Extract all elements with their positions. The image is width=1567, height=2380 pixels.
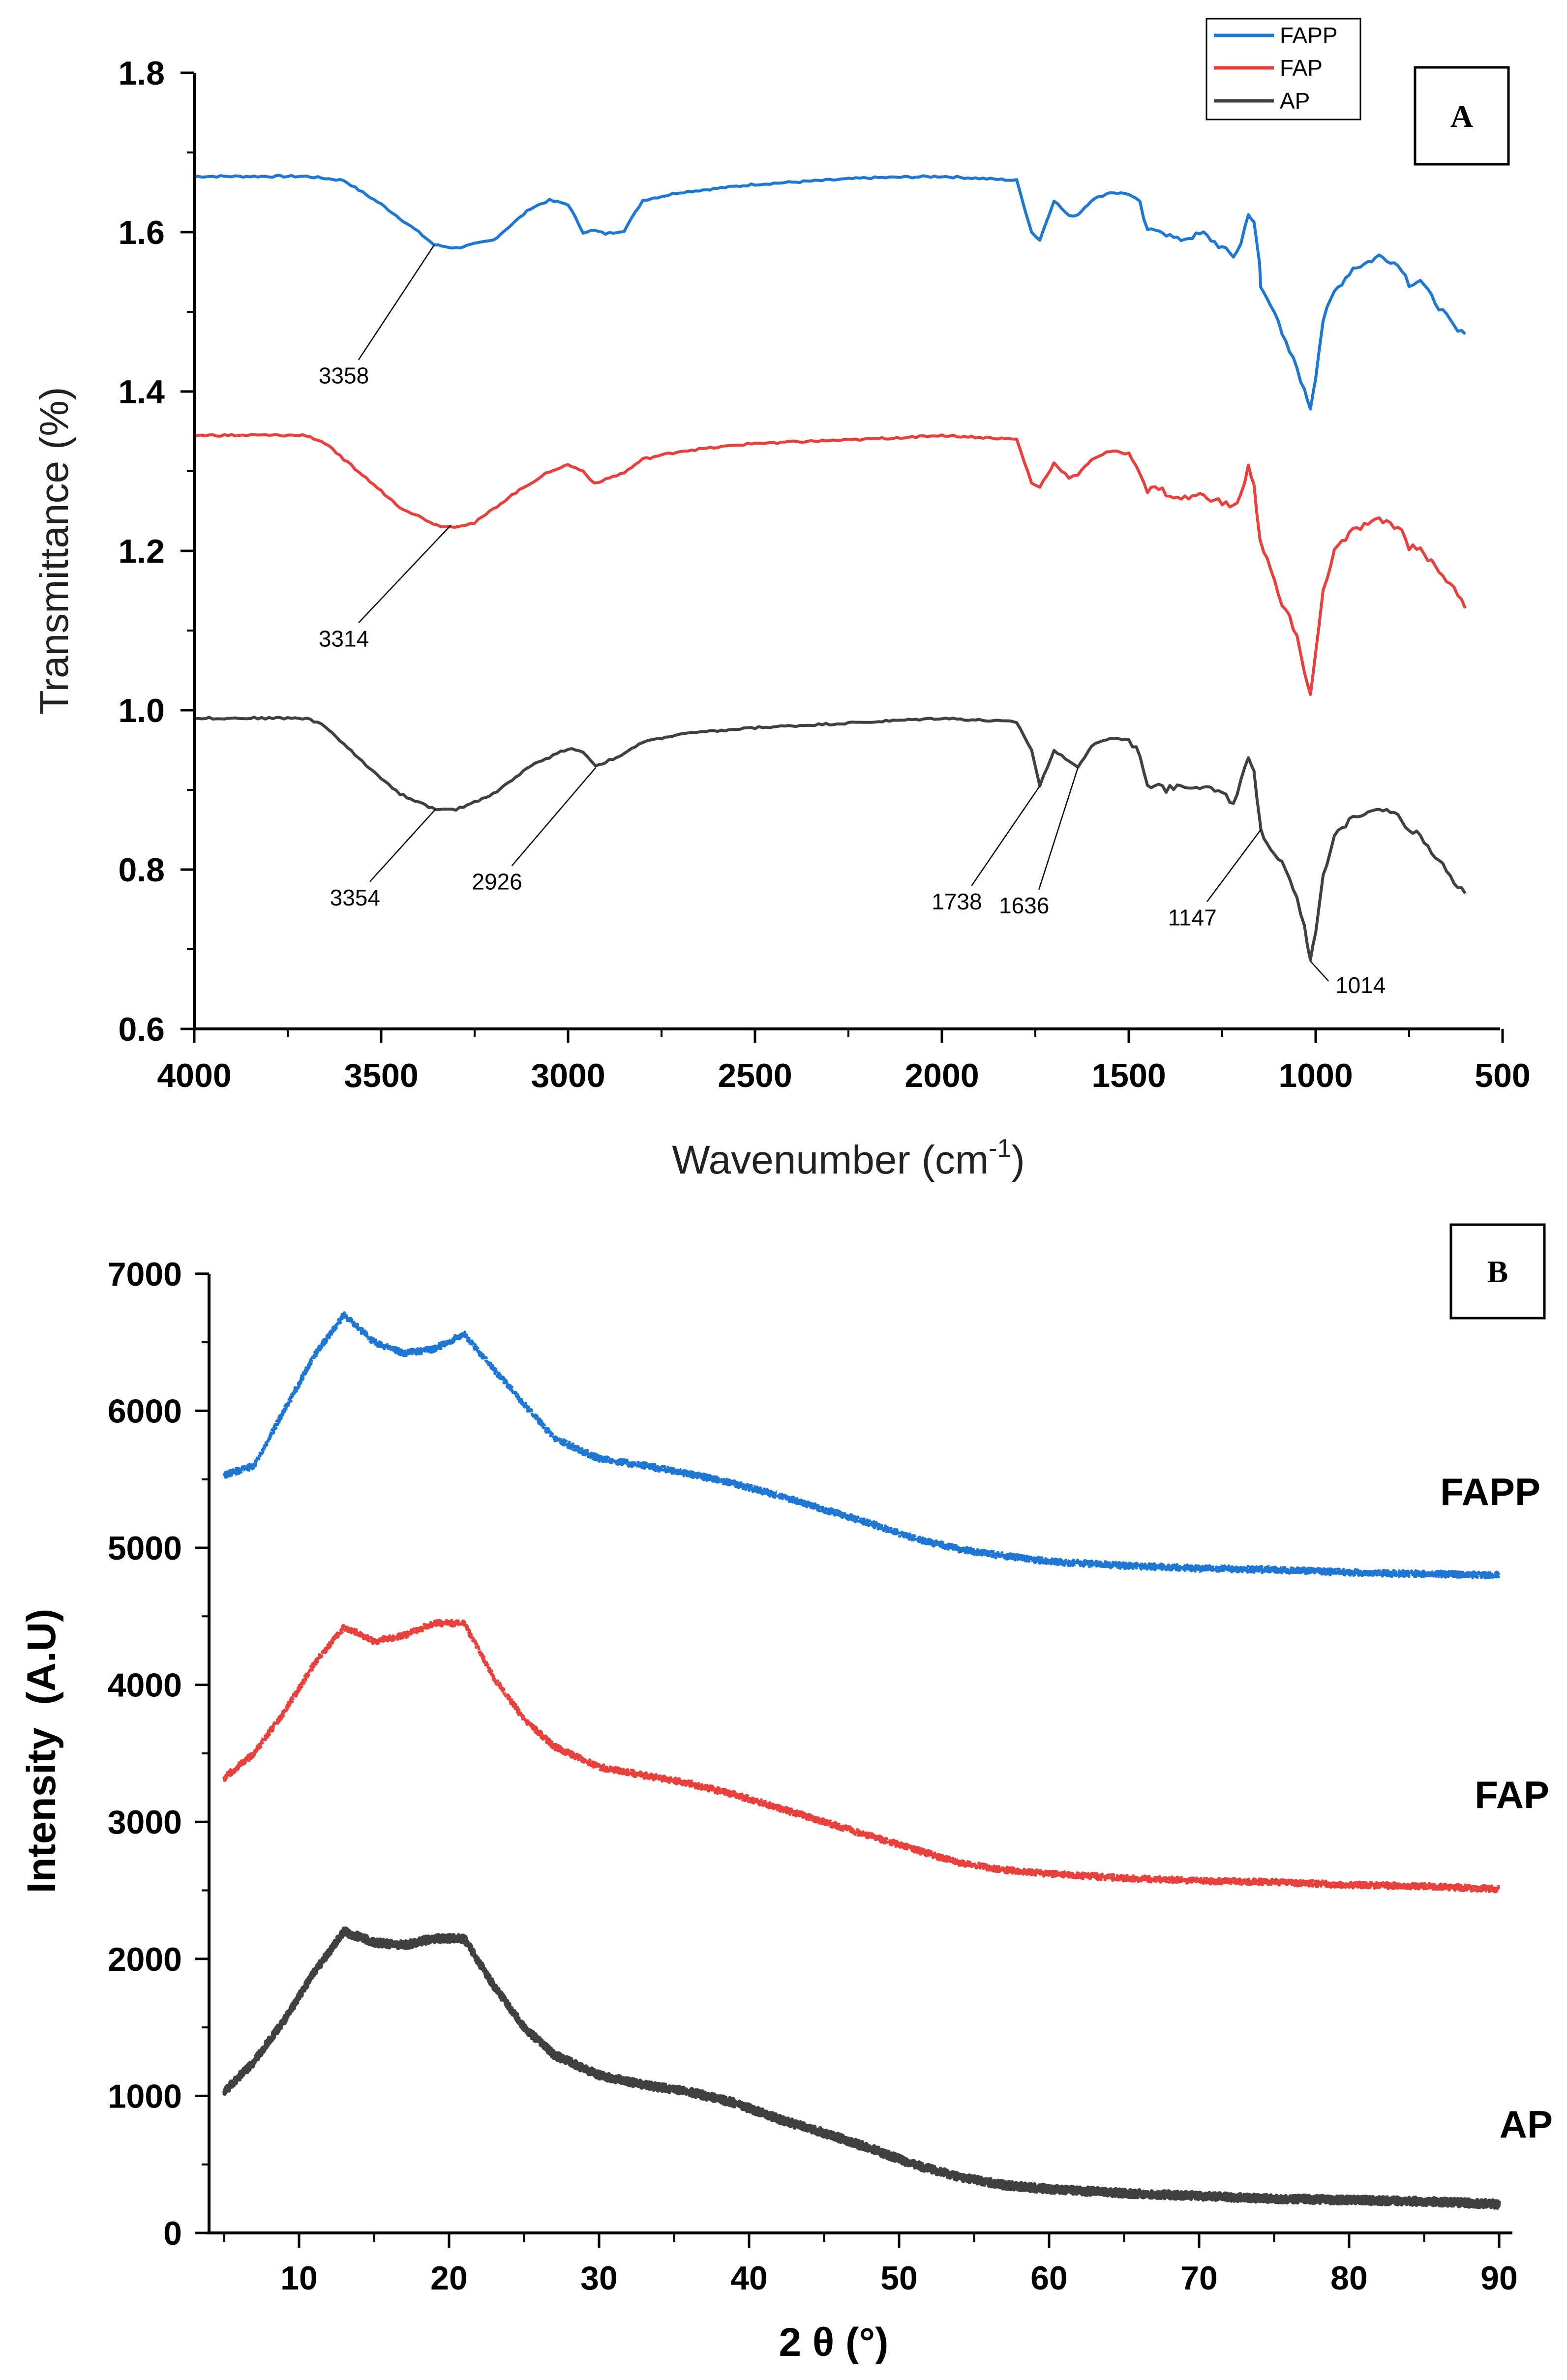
series-line-ap — [194, 716, 1467, 962]
legend-label-ap: AP — [1280, 88, 1310, 114]
panel-a-series-group — [194, 174, 1467, 962]
series-label-fapp: FAPP — [1440, 1470, 1540, 1513]
panel-b-xrd-chart: 10 20 30 40 50 60 70 80 90 0 1000 2000 3000 4000 5000… — [19, 1223, 1553, 2365]
a-x-tick-label: 2500 — [718, 1057, 792, 1094]
series-trace-fapp — [222, 1311, 1501, 1580]
legend-label-fap: FAP — [1280, 55, 1323, 81]
annotation-label-3314: 3314 — [319, 626, 369, 651]
a-x-tick-label: 4000 — [157, 1057, 231, 1094]
b-y-tick-label: 1000 — [108, 2078, 182, 2115]
panel-a-annotations: 3358 3314 3354 2926 1738 1636 1147 1014 — [319, 244, 1386, 998]
a-x-tick-label: 2000 — [904, 1057, 979, 1094]
b-y-tick-label: 6000 — [108, 1392, 182, 1430]
annotation-leader-1636 — [1038, 767, 1079, 890]
b-y-tick-label: 2000 — [108, 1941, 182, 1978]
series-label-ap: AP — [1500, 2103, 1553, 2146]
annotation-leader-3314 — [358, 525, 452, 624]
annotation-label-1014: 1014 — [1335, 972, 1386, 998]
annotation-label-1738: 1738 — [932, 889, 982, 914]
annotation-leader-1738 — [971, 785, 1041, 886]
series-points-fapp — [222, 1311, 1501, 1580]
b-x-tick-label: 50 — [880, 2259, 918, 2297]
a-y-tick-label: 1.0 — [118, 692, 165, 729]
b-x-tick-label: 60 — [1030, 2259, 1068, 2297]
panel-a-y-ticks: 0.6 0.8 1.0 1.2 1.4 1.6 1.8 — [118, 55, 194, 1048]
series-trace-ap — [222, 1926, 1501, 2210]
annotation-leader-1014 — [1310, 961, 1329, 982]
a-x-tick-label: 1000 — [1278, 1057, 1353, 1094]
a-y-tick-label: 1.4 — [118, 373, 165, 411]
annotation-leader-3354 — [369, 809, 436, 882]
series-trace-fap — [222, 1619, 1501, 1894]
panel-b-series-group — [222, 1311, 1501, 2210]
series-line-fapp — [194, 174, 1467, 411]
legend-label-fapp: FAPP — [1280, 23, 1338, 48]
annotation-label-1636: 1636 — [999, 893, 1049, 918]
panel-b-x-axis-title: 2 θ (°) — [779, 2320, 889, 2365]
panel-b-x-ticks: 10 20 30 40 50 60 70 80 90 — [223, 2233, 1518, 2297]
panel-a-x-axis-title: Wavenumber (cm-1) — [672, 1134, 1025, 1182]
panel-a-x-ticks: 4000 3500 3000 2500 2000 1500 1000 500 — [157, 1029, 1531, 1094]
a-x-tick-label: 3500 — [344, 1057, 418, 1094]
panel-b-letter: B — [1487, 1254, 1508, 1289]
annotation-leader-3358 — [358, 244, 435, 361]
annotation-leader-1147 — [1206, 829, 1262, 903]
b-x-tick-label: 40 — [730, 2259, 768, 2297]
b-x-tick-label: 30 — [580, 2259, 618, 2297]
b-x-tick-label: 90 — [1480, 2259, 1518, 2297]
annotation-label-2926: 2926 — [472, 869, 522, 894]
b-x-tick-label: 80 — [1330, 2259, 1368, 2297]
panel-b-letter-box — [1449, 1223, 1546, 1320]
b-y-tick-label: 5000 — [108, 1530, 182, 1567]
annotation-leader-2926 — [511, 767, 597, 867]
series-label-fap: FAP — [1475, 1773, 1549, 1816]
panel-a-legend: FAPP FAP AP — [1205, 18, 1361, 121]
panel-a-letter-box — [1414, 66, 1510, 166]
panel-b-y-ticks: 0 1000 2000 3000 4000 5000 6000 7000 — [108, 1256, 209, 2252]
panel-a-letter: A — [1450, 99, 1473, 134]
a-y-tick-label: 0.6 — [118, 1011, 165, 1048]
panel-b-y-axis-title: Intensity (A.U) — [19, 1609, 64, 1894]
series-points-ap — [222, 1926, 1501, 2210]
b-y-tick-label: 4000 — [108, 1667, 182, 1704]
a-y-tick-label: 1.2 — [118, 533, 165, 570]
series-points-fap — [222, 1619, 1501, 1894]
panel-a-y-axis-title: Transmittance (%) — [32, 387, 77, 715]
b-x-tick-label: 70 — [1180, 2259, 1218, 2297]
panel-a-ftir-chart: 3358 3314 3354 2926 1738 1636 1147 1014 4000 350… — [32, 18, 1531, 1182]
annotation-label-3358: 3358 — [319, 363, 369, 389]
b-y-tick-label: 3000 — [108, 1804, 182, 1841]
series-line-fap — [194, 433, 1467, 696]
a-y-tick-label: 0.8 — [118, 851, 165, 889]
a-x-tick-label: 500 — [1475, 1057, 1530, 1094]
a-y-tick-label: 1.6 — [118, 214, 165, 251]
annotation-label-3354: 3354 — [330, 885, 380, 910]
a-x-tick-label: 3000 — [531, 1057, 605, 1094]
a-x-tick-label: 1500 — [1091, 1057, 1166, 1094]
a-y-tick-label: 1.8 — [118, 55, 165, 92]
b-y-tick-label: 7000 — [108, 1256, 182, 1293]
b-x-tick-label: 20 — [430, 2259, 468, 2297]
b-y-tick-label: 0 — [163, 2215, 182, 2252]
b-x-tick-label: 10 — [280, 2259, 318, 2297]
annotation-label-1147: 1147 — [1168, 904, 1217, 930]
